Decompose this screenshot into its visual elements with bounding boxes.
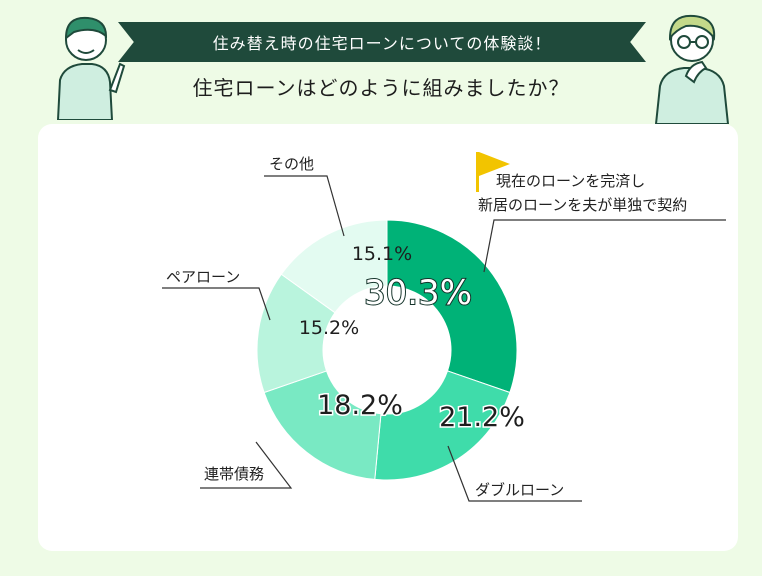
value-label: 30.3% xyxy=(364,273,472,313)
donut-slice xyxy=(280,219,388,314)
donut-slice xyxy=(374,370,511,481)
value-label: 15.2% xyxy=(299,317,359,339)
flag-icon xyxy=(476,152,510,192)
leader-line xyxy=(200,441,293,489)
question-heading: 住宅ローンはどのように組みましたか？ xyxy=(192,76,570,100)
banner-text: 住み替え時の住宅ローンについての体験談！ xyxy=(212,34,552,53)
value-label: 21.2% xyxy=(439,402,525,433)
category-label: ダブルローン xyxy=(475,481,564,499)
leader-line xyxy=(483,219,726,273)
title-banner: 住み替え時の住宅ローンについての体験談！ xyxy=(118,22,646,62)
chart-card: 現在のローンを完済し新居のローンを夫が単独で契約 30.3% ダブルローン 21.2%… xyxy=(38,124,738,551)
category-label: 新居のローンを夫が単独で契約 xyxy=(478,196,687,214)
left-person-illustration xyxy=(56,16,126,120)
leader-line xyxy=(264,175,345,237)
right-person-illustration xyxy=(654,14,730,124)
donut-slice xyxy=(263,370,382,480)
category-label: その他 xyxy=(269,155,314,173)
category-label: ペアローン xyxy=(166,268,240,286)
value-label: 15.1% xyxy=(352,243,412,265)
category-label: 連帯債務 xyxy=(204,465,264,483)
leader-line xyxy=(447,445,582,502)
category-label: 現在のローンを完済し xyxy=(496,172,645,190)
leader-line xyxy=(162,287,271,321)
donut-slice xyxy=(386,219,518,394)
value-label: 18.2% xyxy=(317,390,403,421)
